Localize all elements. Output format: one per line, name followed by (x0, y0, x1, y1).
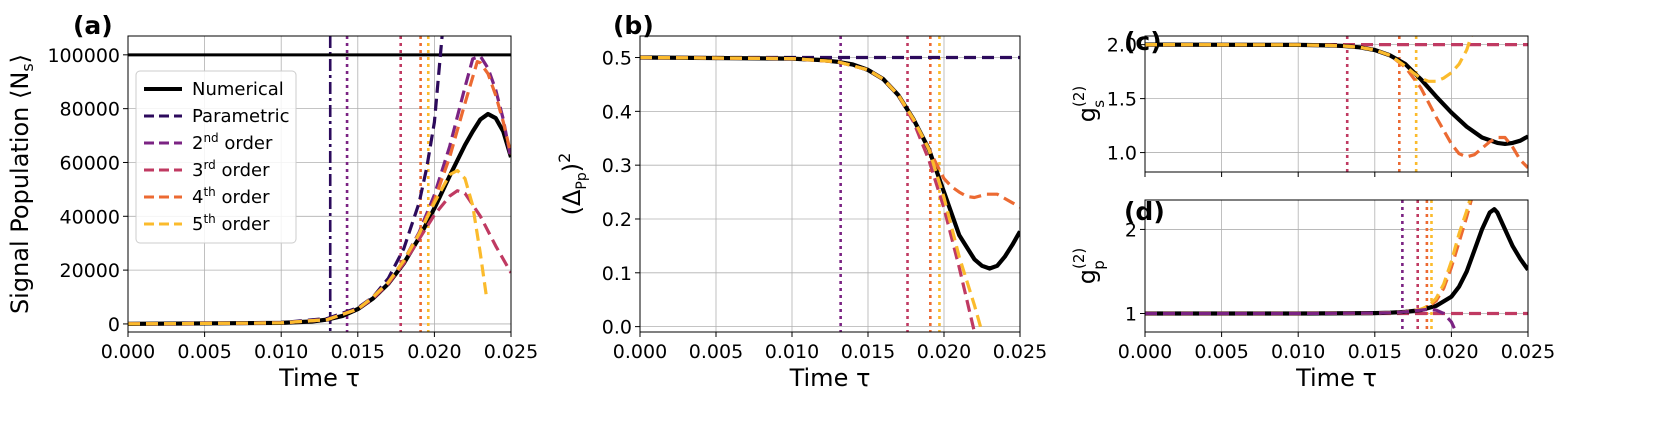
y-axis-label-c: g(2) s (1070, 86, 1108, 122)
plot-frame-d (1144, 199, 1529, 333)
x-axis-label-a: Time τ (278, 364, 360, 392)
x-tick-label: 0.000 (613, 341, 667, 363)
panel-c: (c) 1.0 1.5 2.0 g(2) s (1070, 27, 1529, 177)
x-tick-label: 0.020 (917, 341, 971, 363)
x-tick-label: 0.015 (1348, 341, 1402, 363)
x-axis-label-b: Time τ (789, 364, 871, 392)
y-tick-label: 1 (1125, 304, 1137, 326)
series-line-order5 (128, 168, 489, 326)
legend-label-parametric: Parametric (192, 106, 289, 127)
panel-label-b: (b) (613, 11, 654, 40)
y-tick-label: 40000 (60, 206, 120, 228)
legend-label-order2: 2nd order (192, 131, 273, 154)
x-tick-label: 0.005 (689, 341, 743, 363)
y-axis-label-a-main: Signal Population ⟨N (6, 72, 34, 314)
legend: Numerical Parametric 2nd order 3rd order 4th… (135, 70, 297, 244)
series-line-order3 (640, 55, 976, 332)
panel-a: (a) 0.000 0.005 0.010 0.015 0.020 0.025 0 2000… (6, 11, 538, 392)
series-line-order4 (1145, 200, 1473, 316)
x-tick-label: 0.020 (1424, 341, 1478, 363)
y-axis-label-b: (ΔPp)2 (555, 153, 590, 216)
series-line-order2 (1145, 307, 1458, 332)
x-tick-label: 0.015 (331, 341, 385, 363)
y-tick-label: 1.5 (1107, 89, 1137, 111)
legend-box (135, 70, 297, 244)
y-tick-label: 0.5 (602, 48, 632, 70)
panel-label-a: (a) (73, 11, 113, 40)
series-line-numerical (1145, 207, 1528, 316)
plot-frame-a (127, 35, 512, 333)
series-line-order4 (640, 55, 1020, 209)
x-tick-label: 0.025 (484, 341, 538, 363)
x-tick-label: 0.025 (993, 341, 1047, 363)
x-tick-label: 0.020 (407, 341, 461, 363)
y-tick-label: 0.0 (602, 317, 632, 339)
y-tick-label: 0.1 (602, 263, 632, 285)
y-tick-label: 0 (108, 314, 120, 336)
y-axis-label-c-sub: s (1090, 100, 1108, 108)
panel-label-c: (c) (1124, 27, 1162, 56)
legend-label-order3: 3rd order (192, 158, 270, 181)
legend-label-order5: 5th order (192, 212, 270, 235)
y-axis-label-a-sub: s (18, 63, 37, 71)
x-tick-label: 0.025 (1501, 341, 1555, 363)
y-tick-label: 0.4 (602, 101, 632, 123)
y-tick-label: 2 (1125, 219, 1137, 241)
y-tick-label: 100000 (47, 45, 120, 67)
y-tick-label: 2.0 (1107, 35, 1137, 57)
y-axis-label-d: g(2) p (1070, 248, 1108, 284)
x-tick-label: 0.000 (101, 341, 155, 363)
series-line-order5 (640, 55, 984, 332)
y-axis-label-b-close: ) (558, 163, 586, 172)
series-line-order5 (1145, 200, 1472, 316)
x-axis-label-d: Time τ (1295, 364, 1377, 392)
y-axis-label-d-main: g (1073, 269, 1101, 284)
series-line-order3 (128, 189, 511, 326)
x-tick-label: 0.005 (1194, 341, 1248, 363)
y-axis-label-b-sub: Pp (574, 172, 590, 189)
y-tick-label: 1.0 (1107, 143, 1137, 165)
plot-frame-c (1144, 35, 1529, 173)
y-tick-label: 0.2 (602, 209, 632, 231)
y-axis-label-b-main: (Δ (558, 189, 586, 215)
y-tick-label: 60000 (60, 152, 120, 174)
y-axis-label-a-close: ⟩ (6, 54, 34, 63)
y-axis-label-b-sup: 2 (555, 153, 574, 163)
series-line-numerical (640, 55, 1020, 271)
y-tick-label: 20000 (60, 260, 120, 282)
x-tick-label: 0.000 (1118, 341, 1172, 363)
y-axis-label-a: Signal Population ⟨Ns⟩ (6, 54, 37, 314)
y-tick-label: 80000 (60, 99, 120, 121)
y-axis-label-d-sub: p (1090, 260, 1108, 270)
x-tick-label: 0.005 (177, 341, 231, 363)
y-axis-label-c-sup: (2) (1070, 86, 1088, 107)
panel-b: (b) 0.000 0.005 0.010 0.015 0.020 0.025 0.0 0.… (555, 11, 1047, 392)
plot-frame-b (639, 35, 1021, 333)
y-axis-label-c-main: g (1073, 107, 1101, 122)
series-line-numerical (1145, 42, 1528, 146)
x-tick-label: 0.010 (1271, 341, 1325, 363)
series-line-order5 (1145, 36, 1473, 83)
legend-label-order4: 4th order (192, 185, 270, 208)
panel-label-d: (d) (1124, 197, 1165, 226)
x-tick-label: 0.010 (765, 341, 819, 363)
series-line-order4 (1145, 43, 1528, 169)
panel-d: (d) 0.000 0.005 0.010 0.015 0.020 0.025 1 2 Ti… (1070, 197, 1555, 392)
x-tick-label: 0.015 (841, 341, 895, 363)
legend-label-numerical: Numerical (192, 79, 284, 100)
x-tick-label: 0.010 (254, 341, 308, 363)
y-axis-label-d-sup: (2) (1070, 248, 1088, 269)
y-tick-label: 0.3 (602, 155, 632, 177)
